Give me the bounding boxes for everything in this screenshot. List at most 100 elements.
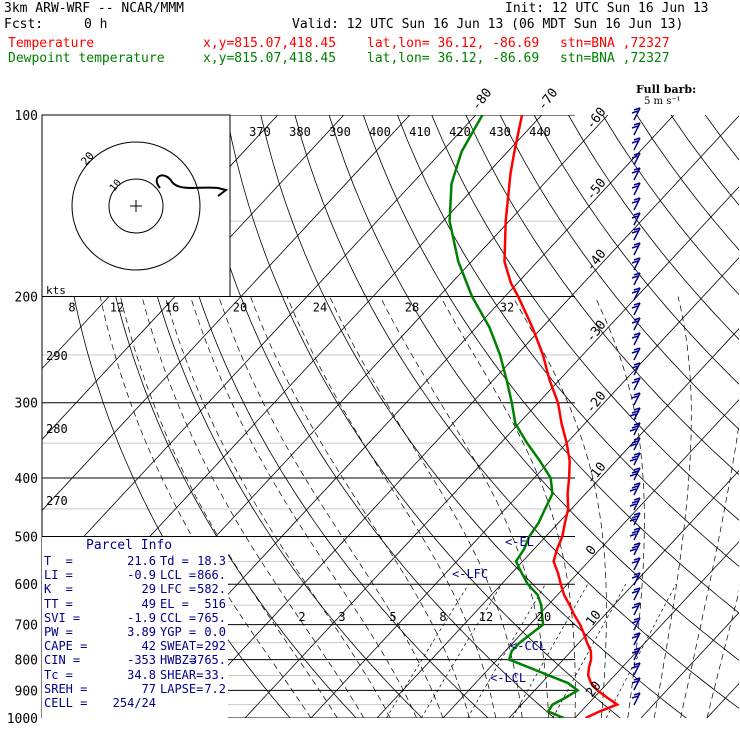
wind-barb-flag [633,467,641,471]
isotherm-line [244,186,739,718]
wind-barb-flag [633,572,641,576]
parcel-info-row: CAPE = 42 SWEAT= 292 [44,639,226,653]
hodograph-ring-inner [108,178,164,234]
wind-barb [633,167,641,181]
temperature-legend-xy: x,y=815.07,418.45 [203,36,337,51]
parcel-param-value: 29 [141,582,156,597]
speed-tick-label: 32 [500,301,514,315]
wind-barb-flag [631,170,639,174]
parcel-info-title: Parcel Info [86,538,173,553]
dewpoint-legend-xy: x,y=815.07,418.45 [203,51,337,66]
parcel-param-value: -353 [127,653,156,668]
dry-adiabat-line [465,115,739,476]
theta-tick-label: 440 [529,125,551,139]
wind-barb-flag [629,503,637,507]
speed-tick-label: 16 [165,301,179,315]
dry-adiabat-line [226,115,621,718]
parcel-param-label: EL = [160,596,189,611]
wind-barb [633,212,641,226]
pressure-tick-label: 800 [15,654,38,669]
pressure-tick-label: 200 [15,291,38,306]
wind-barb-flag [631,440,639,444]
parcel-param-label: SHEAR= [160,667,204,682]
isotherm-line [574,541,739,718]
pressure-tick-label: 900 [15,684,38,699]
parcel-param-label: CCL = [160,610,197,625]
temperature-tick-label: -40 [583,247,609,275]
wind-barb-flag [633,617,641,621]
dry-adiabat-line [328,115,739,661]
parcel-info-row: CIN = -353 HWBZ= 3765. [44,653,226,667]
moist-adiabat-line [141,296,365,718]
isotherm-line [310,257,739,718]
hodograph-speed-axis-label: kts [46,284,66,297]
dry-adiabat-line [192,115,555,718]
hodograph-trace [155,174,229,197]
wind-barb-flag [633,302,641,306]
parcel-param-label: LFC = [160,582,197,597]
moist-adiabat-line [706,590,739,718]
wind-barb-flag [633,662,641,666]
wind-barb-flag [631,125,639,129]
isotherm-line [508,470,739,718]
theta-side-label: 290 [46,349,68,363]
wind-barb-flag [629,473,637,477]
parcel-info-row: PW = 3.89 YGP = 0.0 [44,625,226,639]
theta-tick-label: 420 [449,125,471,139]
theta-tick-label: 430 [489,125,511,139]
wind-barb [633,557,641,571]
wind-barb-flag [631,275,639,279]
wind-barb-flag [631,305,639,309]
parcel-param-label: CIN = [44,653,81,668]
wind-barb [633,257,641,271]
dry-adiabat-line [123,115,423,718]
wind-barb-flag [631,290,639,294]
speed-tick-label: 20 [233,301,247,315]
wind-barb-flag [633,137,641,141]
wind-barb [633,347,641,361]
wind-barb [633,332,641,346]
temperature-tick-label: 20 [583,679,604,701]
moist-adiabat-line [218,296,444,718]
mixing-ratio-label: 20 [537,610,551,624]
wind-barb-flag [633,407,641,411]
wind-barb [633,422,641,436]
parcel-param-value: -0.9 [127,568,156,583]
wind-barb-flag [633,557,641,561]
wind-barb [633,452,641,466]
wind-barb-flag [633,647,641,651]
wind-barb-flag [631,470,639,474]
temperature-tick-label: -10 [583,460,609,488]
mixing-ratio-line [421,584,503,718]
wind-barb-flag [631,140,639,144]
level-marker-ccl: <-CCL [510,639,546,653]
mixing-ratio-line [605,584,677,718]
wind-barb-flag [631,410,639,414]
parcel-param-value: 21.6 [127,554,156,568]
parcel-param-label: LAPSE= [160,681,204,696]
theta-side-label: 280 [46,422,68,436]
temperature-profile-line [503,115,620,718]
temperature-tick-label: -80 [469,86,495,114]
mixing-ratio-label: 12 [479,610,493,624]
init-time: Init: 12 UTC Sun 16 Jun 13 [505,1,709,16]
wind-barb [633,407,641,421]
parcel-param-value: 34.8 [127,667,156,682]
speed-tick-label: 28 [405,301,419,315]
parcel-info-row: T = 21.6 Td = 18.3 [44,554,226,568]
parcel-param-label: Tc = [44,667,73,682]
moist-adiabat-line [190,296,417,718]
moist-adiabat-line [120,296,338,718]
wind-barb [633,632,641,646]
wind-barb [633,242,641,256]
isotherm-line [640,612,739,718]
wind-barb-flag [633,497,641,501]
parcel-param-value: 292 [204,639,226,654]
mixing-ratio-line [386,584,469,718]
dry-adiabat-line [89,115,357,718]
wind-barb-flag [631,260,639,264]
wind-barb-flag [631,335,639,339]
wind-barb-flag [629,413,637,417]
moist-adiabat-line [250,296,470,718]
parcel-param-label: SVI = [44,610,81,625]
